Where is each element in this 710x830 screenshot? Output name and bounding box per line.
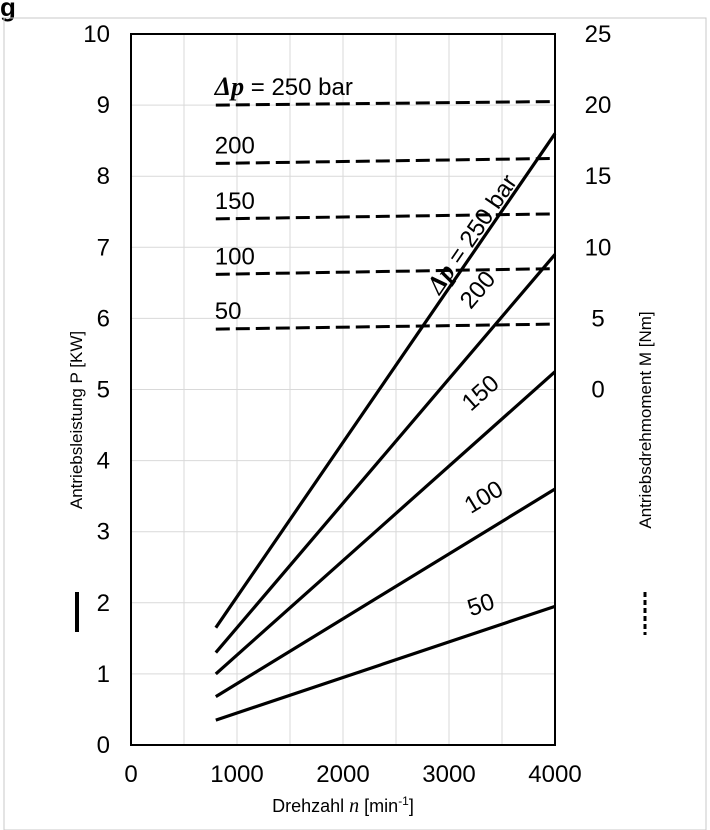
x-tick-label: 0	[124, 761, 137, 788]
y-right-tick-label: 25	[585, 21, 612, 48]
y-right-tick-label: 10	[585, 234, 612, 261]
y-left-tick-label: 3	[97, 519, 110, 546]
x-tick-label: 2000	[316, 761, 369, 788]
torque-series-label: 50	[215, 298, 242, 325]
y-right-tick-label: 5	[591, 305, 604, 332]
power-line	[214, 253, 557, 654]
torque-line	[215, 212, 556, 221]
x-axis-tick-labels: 0 1000 2000 3000 4000	[124, 761, 581, 788]
figure-caption-fragment: g	[0, 0, 16, 22]
power-line	[214, 370, 557, 676]
y-right-tick-label: 15	[585, 163, 612, 190]
y-left-tick-label: 10	[83, 21, 110, 48]
torque-line	[215, 322, 556, 331]
power-series-label: 100	[460, 475, 508, 519]
power-line	[215, 604, 556, 722]
y-right-tick-label: 0	[591, 377, 604, 404]
x-tick-label: 1000	[210, 761, 263, 788]
torque-series-label: 150	[215, 188, 255, 215]
torque-series-label: 200	[215, 132, 255, 159]
y-left-tick-label: 4	[97, 448, 110, 475]
figure-border	[3, 17, 707, 830]
y-left-tick-label: 5	[97, 377, 110, 404]
y-left-tick-label: 6	[97, 305, 110, 332]
power-line	[214, 487, 556, 699]
plot-area-border	[130, 33, 556, 746]
y-left-tick-label: 9	[97, 92, 110, 119]
y-left-tick-label: 2	[97, 590, 110, 617]
torque-series-label: Δp = 250 bar	[214, 72, 353, 101]
torque-line	[215, 267, 556, 276]
y-left-tick-label: 0	[97, 732, 110, 759]
power-series	[214, 132, 557, 722]
power-series-label: 150	[457, 370, 505, 417]
y-right-tick-label: 20	[585, 92, 612, 119]
y-left-tick-label: 7	[97, 234, 110, 261]
y-left-tick-label: 8	[97, 163, 110, 190]
torque-line	[215, 156, 556, 165]
y-left-tick-labels: 0 1 2 3 4 5 6 7 8 9 10	[83, 21, 110, 759]
x-axis-label: Drehzahl n [min-1]	[272, 794, 414, 817]
torque-line	[215, 100, 556, 107]
torque-series	[215, 100, 556, 331]
y-left-axis-label: Antriebsleistung P [KW]	[67, 331, 86, 509]
x-tick-label: 3000	[422, 761, 475, 788]
x-tick-label: 4000	[528, 761, 581, 788]
torque-series-label: 100	[215, 243, 255, 270]
y-left-tick-label: 1	[97, 661, 110, 688]
power-series-label: 50	[464, 588, 498, 622]
y-right-axis-label: Antriebsdrehmoment M [Nm]	[636, 311, 655, 528]
y-right-tick-labels: 25 20 15 10 5 0	[585, 21, 612, 404]
